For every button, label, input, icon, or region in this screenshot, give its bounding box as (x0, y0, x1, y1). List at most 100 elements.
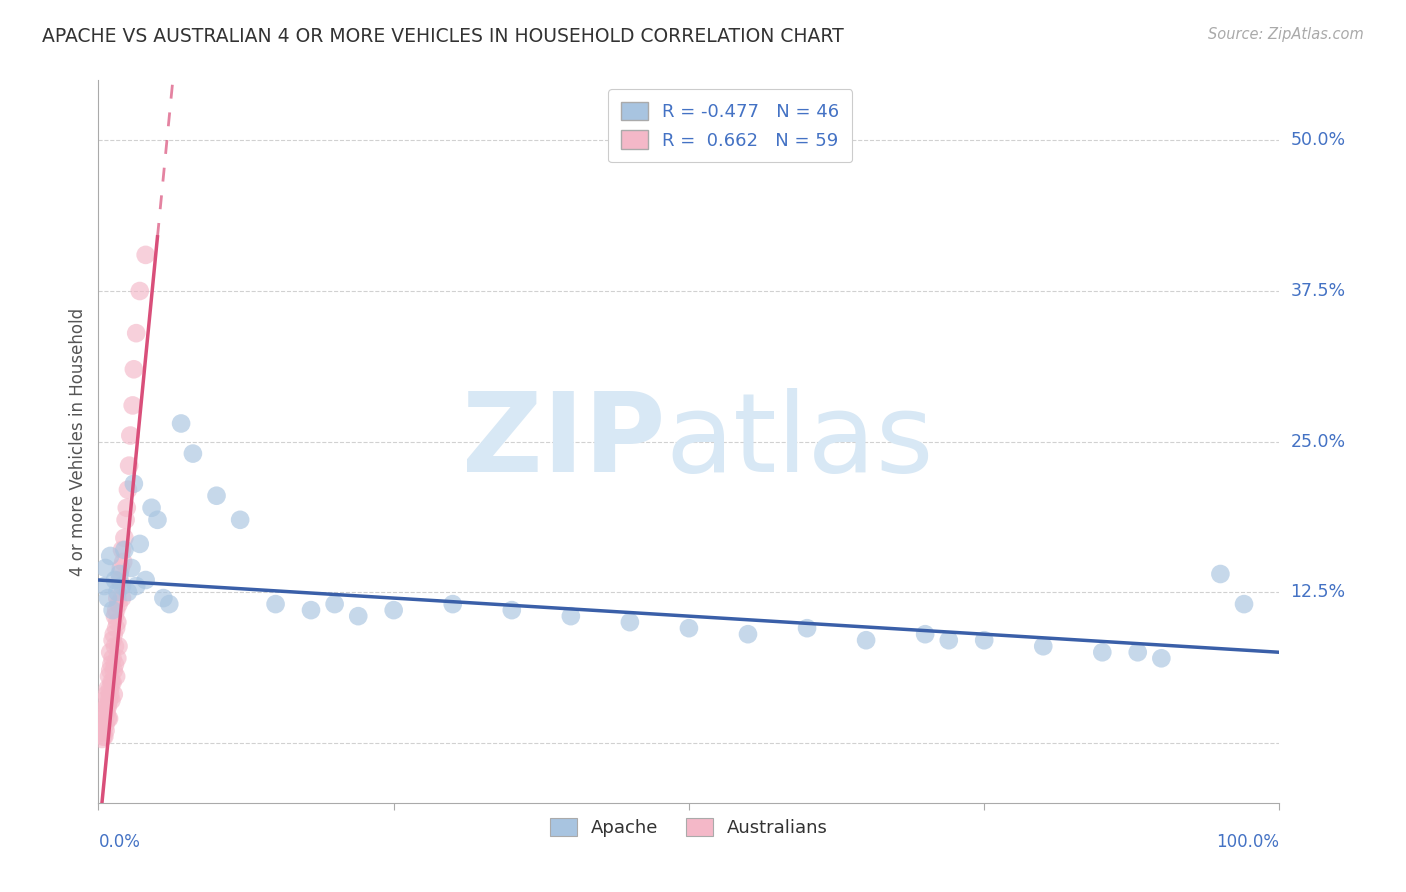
Point (112, 542, 135, 557)
Point (101, 651, 124, 665)
Point (112, 531, 135, 545)
Text: APACHE VS AUSTRALIAN 4 OR MORE VEHICLES IN HOUSEHOLD CORRELATION CHART: APACHE VS AUSTRALIAN 4 OR MORE VEHICLES … (42, 27, 844, 45)
Point (122, 362, 145, 376)
Point (125, 326, 148, 341)
Point (101, 633, 124, 648)
Point (157, 597, 180, 611)
Point (441, 597, 464, 611)
Point (104, 609, 127, 624)
Point (105, 603, 128, 617)
Point (91, 717, 114, 731)
Point (90, 726, 112, 740)
Point (96, 687, 118, 701)
Point (1032, 639, 1054, 653)
Point (94, 561, 117, 575)
Point (93, 579, 115, 593)
Point (91, 730, 114, 744)
Point (93, 730, 115, 744)
Point (98, 712, 121, 726)
Point (101, 675, 124, 690)
Point (104, 573, 127, 587)
Point (1091, 645, 1114, 659)
Point (94, 717, 117, 731)
Point (105, 591, 128, 606)
Point (382, 603, 405, 617)
Point (103, 627, 125, 641)
Point (796, 621, 818, 635)
Point (98, 645, 121, 659)
Point (347, 609, 370, 624)
Text: 12.5%: 12.5% (1291, 583, 1346, 601)
Point (104, 657, 127, 672)
Point (105, 585, 128, 599)
Point (101, 603, 124, 617)
Point (107, 597, 129, 611)
Point (115, 500, 138, 515)
Point (170, 417, 193, 431)
Point (229, 513, 252, 527)
Point (112, 555, 135, 569)
Point (105, 615, 128, 630)
Point (264, 597, 287, 611)
Point (619, 615, 641, 630)
Point (91, 723, 114, 738)
Point (96, 706, 118, 720)
Point (141, 500, 163, 515)
Point (855, 633, 877, 648)
Point (678, 621, 700, 635)
Point (110, 561, 132, 575)
Point (1126, 645, 1149, 659)
Text: atlas: atlas (665, 388, 934, 495)
Point (737, 627, 759, 641)
Point (135, 573, 157, 587)
Point (114, 513, 136, 527)
Point (121, 398, 143, 412)
Point (121, 561, 143, 575)
Point (128, 284, 150, 298)
Point (98, 664, 121, 678)
Point (122, 476, 145, 491)
Point (96, 699, 118, 714)
Point (152, 591, 174, 606)
Text: ZIP: ZIP (463, 388, 665, 495)
Point (100, 657, 122, 672)
Point (98, 693, 121, 707)
Point (98, 669, 121, 683)
Point (94, 723, 117, 738)
Point (98, 681, 121, 696)
Point (98, 687, 121, 701)
Point (111, 591, 134, 606)
Point (105, 669, 128, 683)
Point (104, 639, 127, 653)
Point (117, 585, 139, 599)
Point (120, 428, 142, 442)
Point (973, 633, 995, 648)
Text: 50.0%: 50.0% (1291, 131, 1346, 150)
Point (1150, 651, 1173, 665)
Point (118, 458, 141, 473)
Point (501, 603, 523, 617)
Point (97, 712, 120, 726)
Point (117, 483, 139, 497)
Point (105, 651, 128, 665)
Point (91, 731, 114, 746)
Text: 37.5%: 37.5% (1291, 282, 1346, 300)
Point (181, 446, 204, 460)
Point (103, 687, 125, 701)
Point (125, 579, 148, 593)
Point (938, 633, 960, 648)
Text: 0.0%: 0.0% (98, 833, 141, 851)
Point (108, 573, 131, 587)
Point (111, 542, 134, 557)
Point (98, 549, 121, 563)
Point (1233, 597, 1256, 611)
Point (205, 489, 228, 503)
Point (93, 712, 115, 726)
Point (323, 597, 346, 611)
Text: Source: ZipAtlas.com: Source: ZipAtlas.com (1208, 27, 1364, 42)
Point (100, 693, 122, 707)
Point (105, 621, 128, 635)
Point (111, 579, 134, 593)
Point (299, 603, 322, 617)
Legend: Apache, Australians: Apache, Australians (543, 811, 835, 845)
